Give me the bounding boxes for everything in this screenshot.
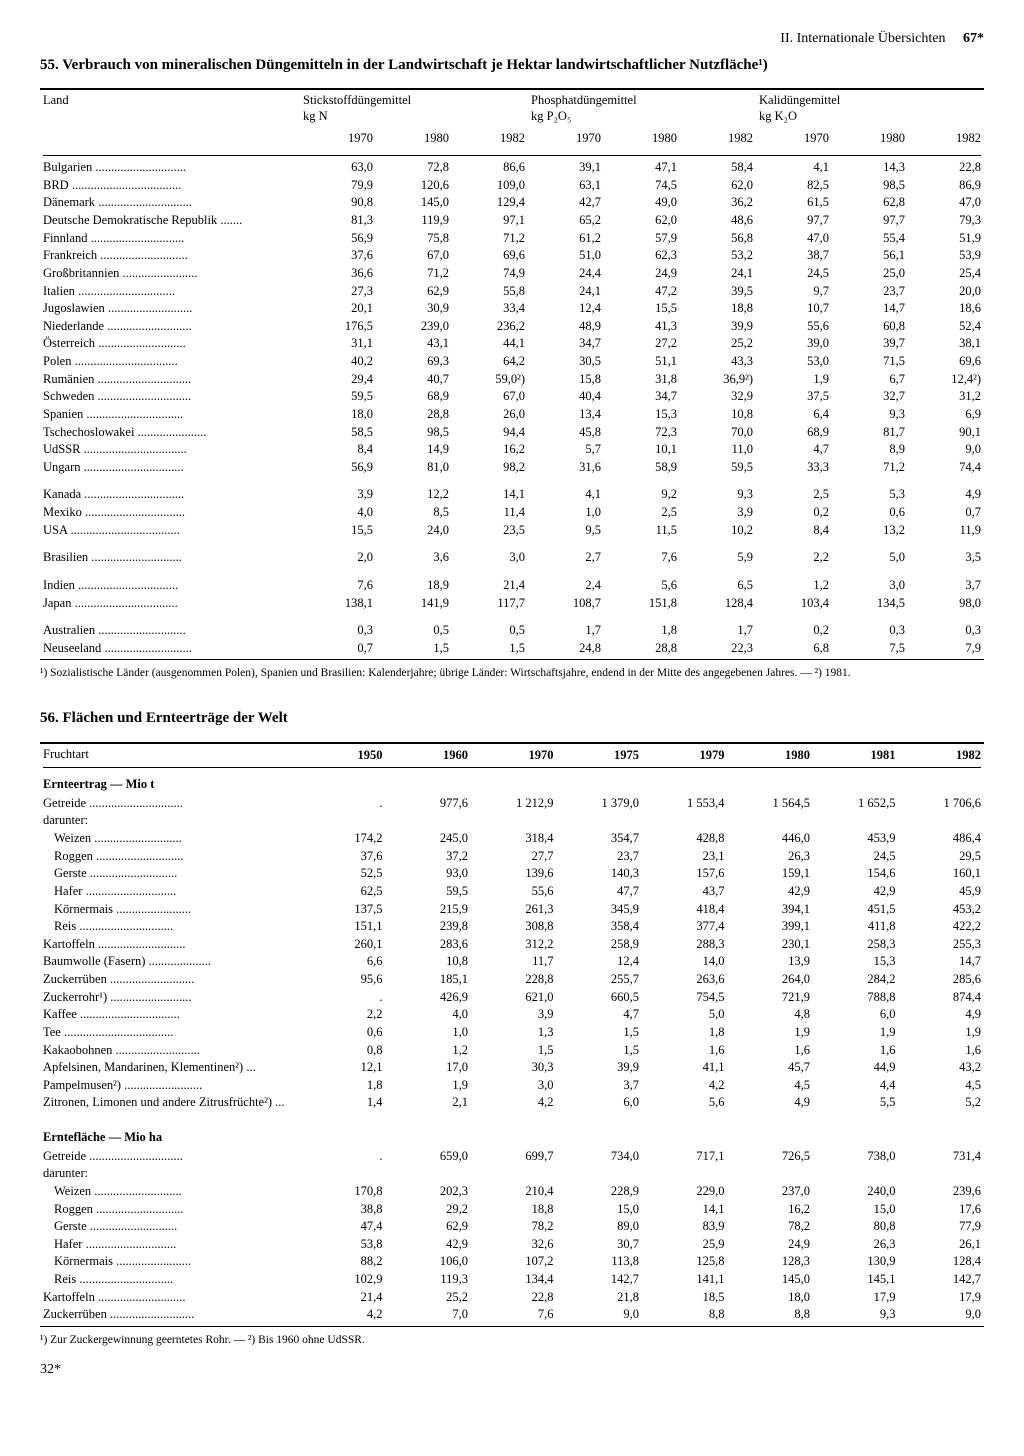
table-row: Roggen ............................37,63… — [40, 848, 984, 866]
table-row: Mexiko ................................4… — [40, 504, 984, 522]
table-row: Deutsche Demokratische Republik .......8… — [40, 212, 984, 230]
table-row: Kartoffeln ............................2… — [40, 936, 984, 954]
col-label: Land — [43, 93, 69, 107]
table-55: Land Stickstoffdüngemittelkg N Phosphatd… — [40, 92, 984, 657]
table-row: Hafer .............................53,84… — [40, 1236, 984, 1254]
table-row: Roggen ............................38,82… — [40, 1201, 984, 1219]
table-55-footnote: ¹) Sozialistische Länder (ausgenommen Po… — [40, 666, 984, 680]
table-row: Japan .................................1… — [40, 595, 984, 613]
table-row: Kaffee ................................2… — [40, 1006, 984, 1024]
table-55-title: 55. Verbrauch von mineralischen Düngemit… — [40, 56, 984, 75]
table-56-title: 56. Flächen und Ernteerträge der Welt — [40, 709, 984, 728]
table-row: Finnland ..............................5… — [40, 230, 984, 248]
table-row: Körnermais ........................88,21… — [40, 1253, 984, 1271]
table-row: Brasilien .............................2… — [40, 549, 984, 567]
table-row: UdSSR .................................8… — [40, 441, 984, 459]
table-row: Dänemark ..............................9… — [40, 194, 984, 212]
table-row: Bulgarien .............................6… — [40, 159, 984, 177]
table-row: Polen .................................4… — [40, 353, 984, 371]
table-row: Neuseeland ............................0… — [40, 640, 984, 658]
table-56-footnote: ¹) Zur Zuckergewinnung geerntetes Rohr. … — [40, 1333, 984, 1347]
section-name: II. Internationale Übersichten — [780, 31, 945, 46]
table-row: Tee ...................................0… — [40, 1024, 984, 1042]
table-row: darunter: — [40, 812, 984, 830]
section-heading: Ernteertrag — Mio t — [40, 771, 984, 795]
table-row: Weizen ............................170,8… — [40, 1183, 984, 1201]
table-row: Kakaobohnen ...........................0… — [40, 1042, 984, 1060]
table-row: Zuckerrüben ...........................9… — [40, 971, 984, 989]
table-56: Fruchtart 1950 1960 1970 1975 1979 1980 … — [40, 746, 984, 1324]
table-row: Italien ...............................2… — [40, 283, 984, 301]
table-row: Kanada ................................3… — [40, 486, 984, 504]
table-row: Rumänien ..............................2… — [40, 371, 984, 389]
table-row: Hafer .............................62,55… — [40, 883, 984, 901]
table-row: USA ...................................1… — [40, 522, 984, 540]
table-row: Körnermais ........................137,5… — [40, 901, 984, 919]
table-row: Tschechoslowakei ......................5… — [40, 424, 984, 442]
table-row: Zuckerrohr¹) ...........................… — [40, 989, 984, 1007]
table-row: Getreide ...............................… — [40, 1148, 984, 1166]
table-row: Jugoslawien ...........................2… — [40, 300, 984, 318]
table-row: Australien ............................0… — [40, 622, 984, 640]
page-bottom-number: 32* — [40, 1361, 984, 1379]
section-heading: Erntefläche — Mio ha — [40, 1124, 984, 1148]
table-row: Reis ..............................102,9… — [40, 1271, 984, 1289]
table-row: Getreide ...............................… — [40, 795, 984, 813]
table-row: Österreich ............................3… — [40, 335, 984, 353]
table-row: Frankreich ............................3… — [40, 247, 984, 265]
table-row: Reis ..............................151,1… — [40, 918, 984, 936]
table-row: Weizen ............................174,2… — [40, 830, 984, 848]
table-row: Schweden ..............................5… — [40, 388, 984, 406]
table-row: Großbritannien ........................3… — [40, 265, 984, 283]
col-label-56: Fruchtart — [43, 747, 89, 761]
table-row: Ungarn ................................5… — [40, 459, 984, 477]
table-row: Zuckerrüben ...........................4… — [40, 1306, 984, 1324]
table-row: BRD ...................................7… — [40, 177, 984, 195]
table-row: Zitronen, Limonen und andere Zitrusfrüch… — [40, 1094, 984, 1112]
table-row: Indien ................................7… — [40, 577, 984, 595]
page-header: II. Internationale Übersichten 67* — [40, 30, 984, 48]
table-row: Spanien ...............................1… — [40, 406, 984, 424]
table-row: Baumwolle (Fasern) ....................6… — [40, 953, 984, 971]
page-number: 67* — [963, 31, 984, 46]
table-row: Niederlande ...........................1… — [40, 318, 984, 336]
table-row: darunter: — [40, 1165, 984, 1183]
table-row: Gerste ............................52,59… — [40, 865, 984, 883]
table-row: Kartoffeln ............................2… — [40, 1289, 984, 1307]
table-row: Apfelsinen, Mandarinen, Klementinen²) ..… — [40, 1059, 984, 1077]
table-row: Pampelmusen²) .........................1… — [40, 1077, 984, 1095]
table-row: Gerste ............................47,46… — [40, 1218, 984, 1236]
